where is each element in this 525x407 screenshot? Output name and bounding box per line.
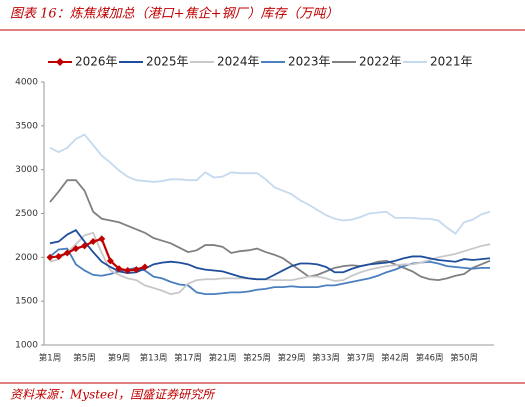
- y-tick-label: 4000: [15, 78, 38, 88]
- point: [46, 253, 54, 261]
- series-line: [49, 231, 491, 296]
- legend-label: 2025年: [146, 55, 189, 69]
- x-tick-label: 第21周: [209, 353, 237, 364]
- point: [63, 249, 71, 257]
- y-tick-label: 3500: [15, 121, 38, 131]
- x-tick-label: 第37周: [347, 353, 375, 364]
- legend-label: 2026年: [75, 55, 118, 69]
- y-tick-label: 3000: [15, 165, 38, 175]
- legend-marker: [56, 58, 64, 66]
- chart-title: 图表 16：炼焦煤加总（港口+焦企+钢厂）库存（万吨）: [10, 6, 338, 22]
- legend-label: 2023年: [288, 55, 331, 69]
- point: [55, 252, 63, 260]
- x-tick-label: 第5周: [73, 353, 95, 364]
- point: [106, 257, 114, 265]
- x-tick-label: 第29周: [278, 353, 306, 364]
- point: [89, 238, 97, 246]
- point: [81, 242, 89, 250]
- x-tick-label: 第42周: [381, 353, 409, 364]
- series-line: [49, 247, 490, 296]
- x-tick-label: 第33周: [312, 353, 340, 364]
- source: 资料来源：Mysteel，国盛证券研究所: [10, 388, 216, 402]
- x-tick-label: 第50周: [450, 353, 478, 364]
- x-tick-label: 第25周: [243, 353, 271, 364]
- y-tick-label: 2000: [15, 253, 38, 263]
- point: [141, 263, 149, 271]
- point: [115, 265, 123, 273]
- series-line: [49, 133, 491, 235]
- legend-label: 2024年: [217, 55, 260, 69]
- point: [98, 235, 106, 243]
- legend-label: 2021年: [430, 55, 473, 69]
- point: [124, 266, 132, 274]
- x-tick-label: 第1周: [39, 353, 61, 364]
- point: [72, 245, 80, 253]
- y-tick-label: 2500: [15, 209, 38, 219]
- series-line: [49, 229, 491, 281]
- x-tick-label: 第13周: [140, 353, 168, 364]
- x-tick-label: 第9周: [108, 353, 130, 364]
- x-tick-label: 第17周: [174, 353, 202, 364]
- series-line: [49, 179, 491, 282]
- y-tick-label: 1500: [15, 297, 38, 307]
- y-tick-label: 1000: [15, 341, 38, 351]
- point: [132, 266, 140, 274]
- legend-label: 2022年: [359, 55, 402, 69]
- x-tick-label: 第46周: [416, 353, 444, 364]
